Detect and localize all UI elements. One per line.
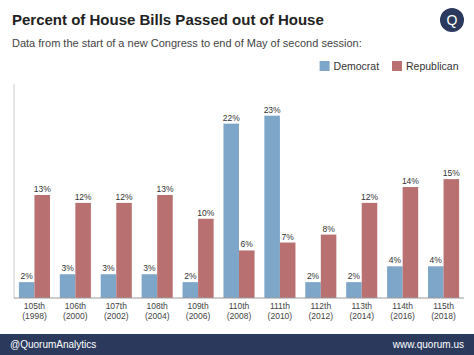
data-label: 13% [156, 184, 173, 194]
x-tick-label-line: 107th [106, 301, 128, 311]
data-label: 4% [389, 255, 402, 265]
data-label: 2% [307, 271, 320, 281]
bar [239, 250, 255, 298]
x-tick-label: 115th(2018) [431, 301, 456, 321]
x-tick-label-line: 108th [147, 301, 169, 311]
x-tick-label: 106th(2000) [63, 301, 88, 321]
title: Percent of House Bills Passed out of Hou… [12, 11, 324, 28]
x-tick-label-line: 112th [310, 301, 331, 311]
bar [142, 274, 158, 298]
x-tick-label-line: 111th [270, 301, 290, 311]
x-tick-label-line: 106th [65, 301, 87, 311]
x-tick-label-line: (2018) [431, 311, 456, 321]
data-label: 2% [348, 271, 361, 281]
bars [19, 116, 459, 298]
x-tick-label-line: 115th [433, 301, 454, 311]
bar [403, 187, 419, 298]
x-tick-label: 112th(2012) [309, 301, 334, 321]
x-tick-label-line: (2014) [349, 311, 374, 321]
bar [75, 203, 91, 298]
data-label: 2% [184, 271, 197, 281]
subtitle: Data from the start of a new Congress to… [12, 37, 362, 49]
bar [264, 116, 280, 298]
x-tick-label: 113th(2014) [349, 301, 374, 321]
data-label: 15% [443, 168, 460, 178]
footer-band [0, 334, 474, 355]
bar [428, 266, 444, 298]
data-label: 12% [116, 192, 133, 202]
x-tick-label: 107th(2002) [104, 301, 129, 321]
data-label: 3% [143, 263, 156, 273]
legend-swatch [392, 61, 402, 71]
data-label: 12% [75, 192, 92, 202]
data-label: 2% [21, 271, 34, 281]
data-label: 3% [61, 263, 74, 273]
x-axis [14, 298, 464, 299]
bar [157, 195, 173, 298]
x-tick-label-line: (2004) [145, 311, 170, 321]
bar [116, 203, 132, 298]
footer-left: @QuorumAnalytics [10, 339, 96, 350]
data-label: 4% [430, 255, 443, 265]
bar [444, 179, 460, 298]
bar [280, 243, 296, 298]
legend-label: Republican [406, 60, 459, 72]
x-tick-label-line: (2012) [309, 311, 334, 321]
legend-swatch [320, 61, 330, 71]
x-tick-label-line: 105th [24, 301, 46, 311]
bar [34, 195, 50, 298]
bar [362, 203, 378, 298]
x-tick-label: 111th(2010) [268, 301, 293, 321]
legend: Republican Democrat [320, 60, 459, 72]
y-axis-line [14, 84, 15, 298]
logo-text: Q [447, 12, 458, 28]
bar [387, 266, 403, 298]
x-tick-label-line: 109th [187, 301, 209, 311]
x-tick-label-line: (2008) [227, 311, 252, 321]
background [0, 0, 474, 355]
bar [223, 124, 239, 298]
legend-label: Democrat [334, 60, 380, 72]
x-tick-label-line: 114th [392, 301, 413, 311]
bar [101, 274, 117, 298]
bar [19, 282, 35, 298]
x-tick-label-line: (2016) [390, 311, 415, 321]
bar [198, 219, 214, 298]
x-tick-label: 105th(1998) [22, 301, 47, 321]
x-tick-label: 110th(2008) [227, 301, 252, 321]
x-tick-label: 109th(2006) [186, 301, 211, 321]
x-tick-label-line: (2010) [268, 311, 293, 321]
data-label: 8% [322, 224, 335, 234]
x-tick-label-line: 113th [351, 301, 372, 311]
x-tick-label: 114th(2016) [390, 301, 415, 321]
x-tick-label-line: (1998) [22, 311, 47, 321]
bar [305, 282, 321, 298]
data-label: 22% [223, 113, 240, 123]
x-tick-label-line: (2000) [63, 311, 88, 321]
x-tick-label: 108th(2004) [145, 301, 170, 321]
footer-right: www.quorum.us [392, 339, 464, 350]
x-tick-label-line: 110th [229, 301, 250, 311]
x-tick-labels: 105th(1998)106th(2000)107th(2002)108th(2… [22, 301, 456, 321]
data-label: 6% [241, 239, 254, 249]
bar [346, 282, 362, 298]
bar [183, 282, 199, 298]
x-tick-label-line: (2006) [186, 311, 211, 321]
data-label: 13% [34, 184, 51, 194]
chart: Percent of House Bills Passed out of Hou… [0, 0, 474, 355]
data-labels: 2% 3% 3% 3% 2% 22% 23% 2% 2% 4% 4% 13% 12% 12% 13% 10% 6… [21, 105, 461, 281]
data-label: 7% [282, 232, 295, 242]
data-label: 14% [402, 176, 419, 186]
logo-badge [440, 8, 464, 32]
data-label: 23% [264, 105, 281, 115]
bar [321, 235, 337, 298]
bar [60, 274, 76, 298]
data-label: 12% [361, 192, 378, 202]
data-label: 10% [197, 208, 214, 218]
data-label: 3% [102, 263, 115, 273]
x-tick-label-line: (2002) [104, 311, 129, 321]
